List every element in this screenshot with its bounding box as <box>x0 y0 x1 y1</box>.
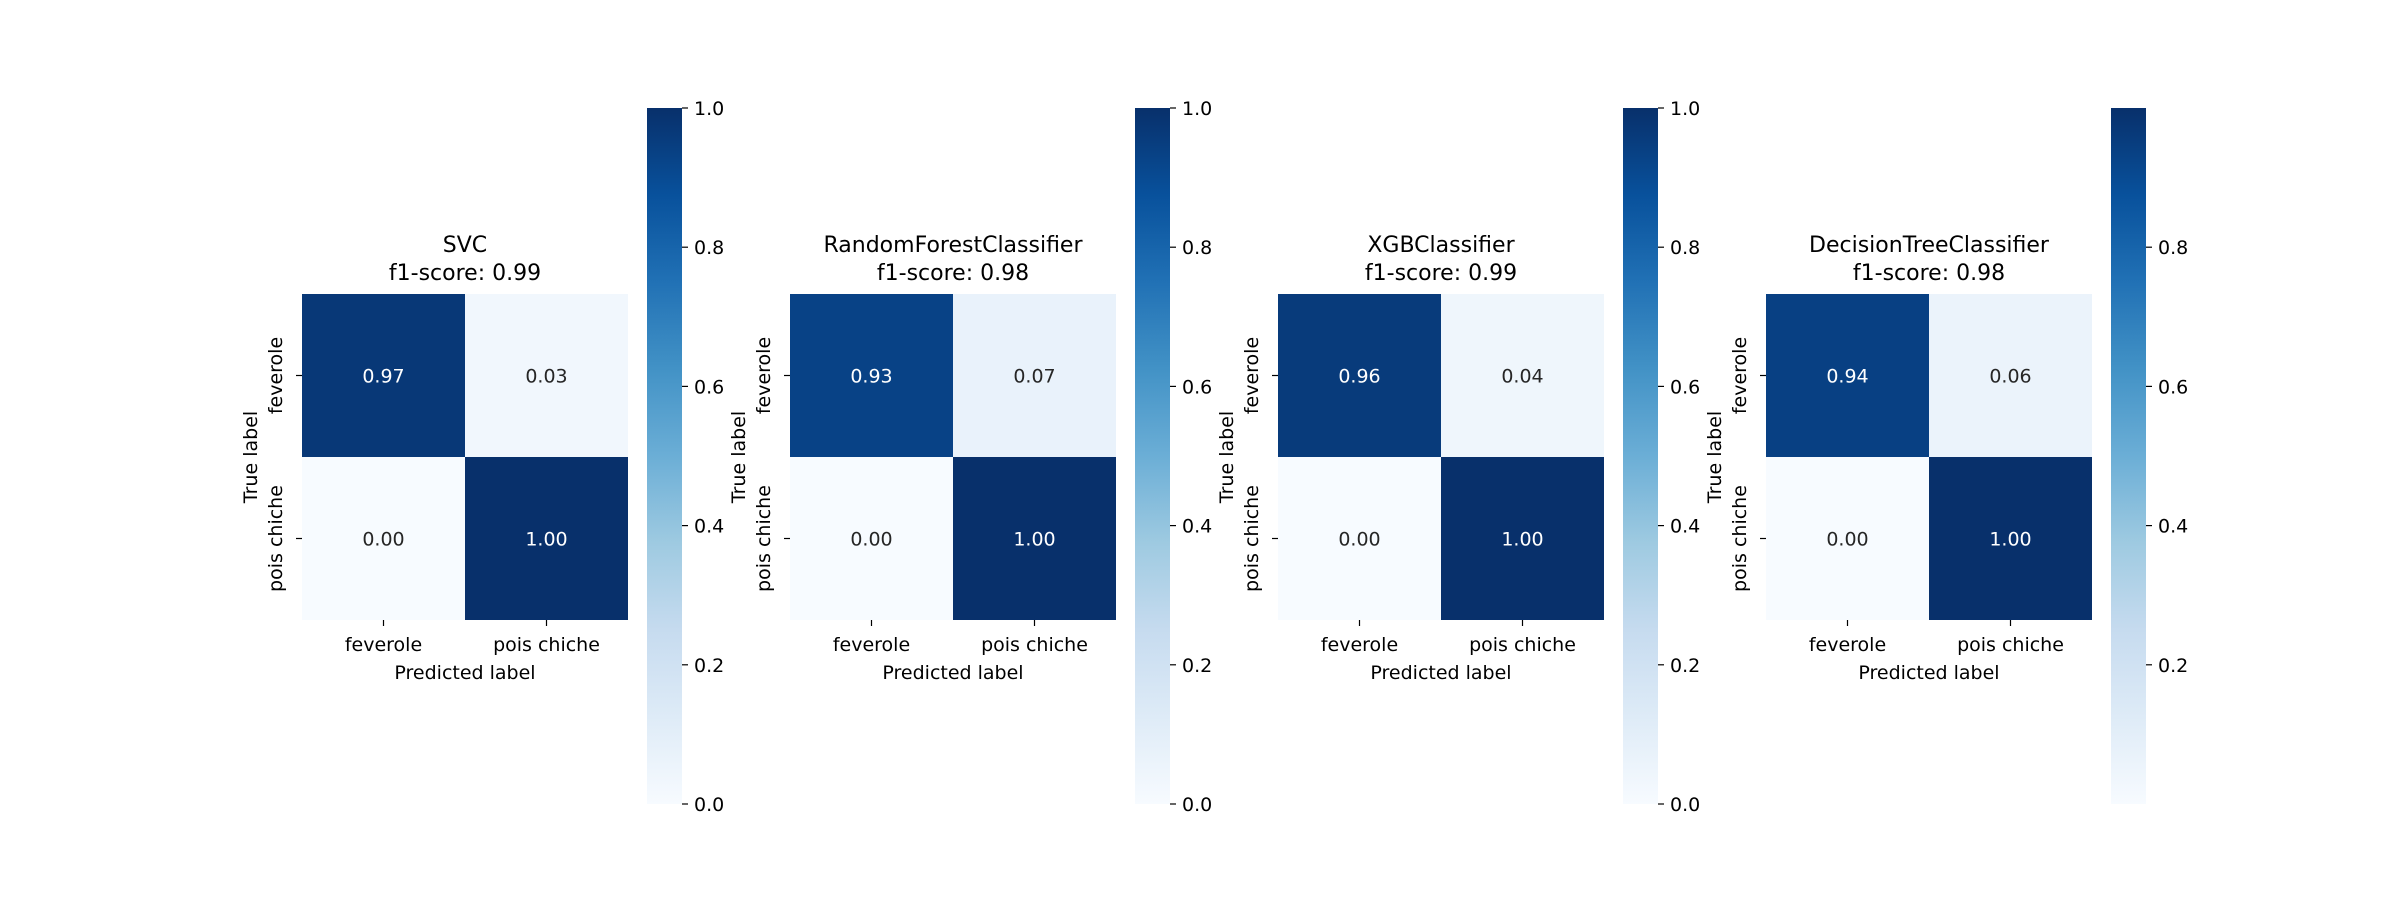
chart-subtitle: f1-score: 0.99 <box>1365 261 1517 286</box>
heatmap-cell <box>302 457 465 620</box>
colorbar-tick-label: 0.8 <box>1670 237 1700 259</box>
heatmap-cell <box>953 457 1116 620</box>
x-tick-label: pois chiche <box>493 634 600 656</box>
colorbar-tick-label: 0.4 <box>2158 516 2188 538</box>
x-tick-label: feverole <box>1809 634 1886 656</box>
x-tick-label: pois chiche <box>981 634 1088 656</box>
heatmap-cell <box>790 457 953 620</box>
colorbar-tick-label: 0.2 <box>694 655 724 677</box>
heatmap-cell <box>1929 457 2092 620</box>
cell-value-label: 1.00 <box>1989 529 2031 551</box>
colorbar-tick-label: 0.0 <box>1670 794 1700 816</box>
chart-panel: XGBClassifier f1-score: 0.99 0.96 0.04 0.00 1… <box>1216 98 1700 816</box>
cell-value-label: 0.00 <box>850 529 892 551</box>
colorbar <box>647 108 682 804</box>
cell-value-label: 0.06 <box>1989 366 2031 388</box>
x-axis-label: Predicted label <box>1370 662 1511 684</box>
heatmap-cell <box>953 294 1116 457</box>
colorbar-tick-label: 0.8 <box>2158 237 2188 259</box>
chart-subtitle: f1-score: 0.98 <box>1853 261 2005 286</box>
heatmap-cell <box>1441 294 1604 457</box>
chart-title: DecisionTreeClassifier <box>1809 233 2050 258</box>
chart-subtitle: f1-score: 0.98 <box>877 261 1029 286</box>
y-tick-label: pois chiche <box>1241 485 1263 592</box>
colorbar-tick-label: 0.4 <box>1670 516 1700 538</box>
cell-value-label: 0.97 <box>362 366 404 388</box>
heatmap-cell <box>302 294 465 457</box>
x-tick-label: feverole <box>1321 634 1398 656</box>
chart-title: XGBClassifier <box>1367 233 1515 258</box>
colorbar-tick-label: 1.0 <box>1670 98 1700 120</box>
colorbar <box>1623 108 1658 804</box>
y-tick-label: feverole <box>265 337 287 414</box>
x-tick-label: pois chiche <box>1469 634 1576 656</box>
heatmap-cell <box>1929 294 2092 457</box>
heatmap-cell <box>1441 457 1604 620</box>
colorbar-tick-label: 0.2 <box>1670 655 1700 677</box>
heatmap-cell <box>1766 294 1929 457</box>
colorbar <box>1135 108 1170 804</box>
colorbar-tick-label: 0.6 <box>2158 376 2188 398</box>
y-tick-label: pois chiche <box>265 485 287 592</box>
y-axis-label: True label <box>1704 411 1726 504</box>
cell-value-label: 0.96 <box>1338 366 1380 388</box>
colorbar-tick-label: 1.0 <box>694 98 724 120</box>
colorbar-tick-label: 1.0 <box>1182 98 1212 120</box>
x-tick-label: pois chiche <box>1957 634 2064 656</box>
cell-value-label: 1.00 <box>1501 529 1543 551</box>
cell-value-label: 0.00 <box>1826 529 1868 551</box>
chart-subtitle: f1-score: 0.99 <box>389 261 541 286</box>
colorbar-tick-label: 0.6 <box>1182 376 1212 398</box>
cell-value-label: 0.00 <box>1338 529 1380 551</box>
heatmap-cell <box>465 457 628 620</box>
colorbar-tick-label: 0.2 <box>2158 655 2188 677</box>
colorbar-tick-label: 0.8 <box>1182 237 1212 259</box>
colorbar <box>2111 108 2146 804</box>
y-tick-label: feverole <box>1241 337 1263 414</box>
cell-value-label: 0.03 <box>525 366 567 388</box>
y-axis-label: True label <box>728 411 750 504</box>
colorbar-tick-label: 0.8 <box>694 237 724 259</box>
colorbar-tick-label: 0.0 <box>1182 794 1212 816</box>
heatmap-cell <box>1766 457 1929 620</box>
colorbar-tick-label: 0.2 <box>1182 655 1212 677</box>
colorbar-tick-label: 0.4 <box>1182 516 1212 538</box>
colorbar-tick-label: 0.4 <box>694 516 724 538</box>
colorbar-tick-label: 0.6 <box>694 376 724 398</box>
y-tick-label: pois chiche <box>753 485 775 592</box>
y-axis-label: True label <box>1216 411 1238 504</box>
chart-panel: DecisionTreeClassifier f1-score: 0.98 0.94… <box>1704 108 2188 804</box>
x-axis-label: Predicted label <box>1858 662 1999 684</box>
heatmap-cell <box>790 294 953 457</box>
chart-panel: RandomForestClassifier f1-score: 0.98 0.93… <box>728 98 1212 816</box>
y-axis-label: True label <box>240 411 262 504</box>
cell-value-label: 0.07 <box>1013 366 1055 388</box>
x-axis-label: Predicted label <box>394 662 535 684</box>
chart-title: SVC <box>443 233 487 258</box>
cell-value-label: 0.04 <box>1501 366 1543 388</box>
y-tick-label: feverole <box>1729 337 1751 414</box>
colorbar-tick-label: 0.6 <box>1670 376 1700 398</box>
heatmap-cell <box>1278 294 1441 457</box>
chart-panel: SVC f1-score: 0.99 0.97 0.03 0.00 1.00 feverol… <box>240 98 724 816</box>
cell-value-label: 0.93 <box>850 366 892 388</box>
cell-value-label: 1.00 <box>1013 529 1055 551</box>
colorbar-tick-label: 0.0 <box>694 794 724 816</box>
x-tick-label: feverole <box>833 634 910 656</box>
cell-value-label: 1.00 <box>525 529 567 551</box>
x-axis-label: Predicted label <box>882 662 1023 684</box>
heatmap-cell <box>465 294 628 457</box>
heatmap-cell <box>1278 457 1441 620</box>
cell-value-label: 0.00 <box>362 529 404 551</box>
x-tick-label: feverole <box>345 634 422 656</box>
y-tick-label: feverole <box>753 337 775 414</box>
y-tick-label: pois chiche <box>1729 485 1751 592</box>
cell-value-label: 0.94 <box>1826 366 1868 388</box>
chart-title: RandomForestClassifier <box>823 233 1083 258</box>
